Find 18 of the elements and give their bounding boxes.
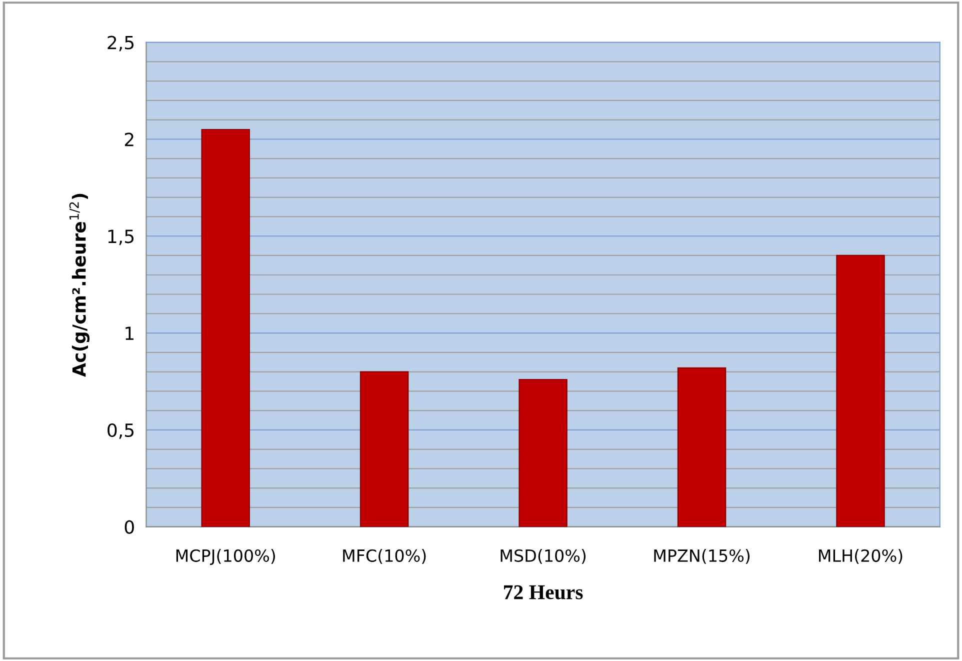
bar [201,128,250,527]
bar [518,378,568,527]
y-tick-label: 0,5 [108,423,134,439]
x-tick-label: MSD(10%) [500,549,586,564]
x-tick-label: MLH(20%) [819,549,902,564]
y-tick-label: 2 [124,132,134,146]
bar [836,254,885,527]
bar [677,367,726,527]
x-axis-title: 72 Heurs [504,585,583,600]
x-tick-label: MCPJ(100%) [176,549,275,566]
bar [360,371,409,527]
y-tick-label: 1,5 [108,230,134,246]
y-axis-title: Ac(g/cm².heure$^{1/2}$) [69,194,90,377]
y-tick-label: 1 [126,326,134,340]
x-tick-label: MPZN(15%) [654,549,750,564]
y-tick-label: 2,5 [108,36,134,52]
y-tick-label: 0 [124,520,134,534]
x-tick-label: MFC(10%) [343,549,426,564]
